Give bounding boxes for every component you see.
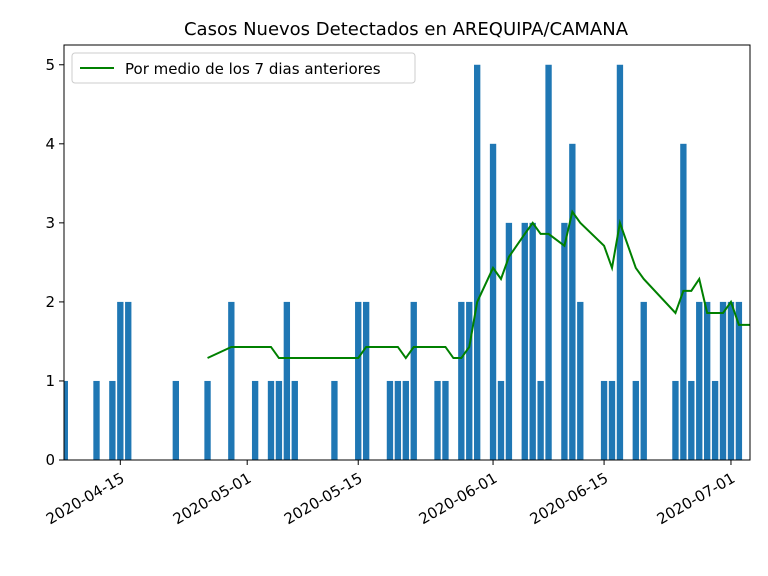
bars-group: [64, 64, 743, 460]
bar: [569, 143, 576, 460]
y-axis: 0 1 2 3 4 5: [45, 56, 64, 469]
plot-frame: [63, 44, 751, 461]
x-axis: 2020-04-15 2020-05-01 2020-05-15 2020-06-01…: [43, 460, 738, 528]
bar: [672, 380, 679, 460]
y-tick-label: 4: [45, 135, 55, 153]
bar: [608, 380, 616, 460]
x-tick-label: 2020-04-15: [43, 469, 128, 528]
bar: [386, 380, 394, 460]
bar: [489, 143, 497, 460]
bar: [93, 380, 100, 460]
x-tick-label: 2020-06-15: [527, 469, 612, 528]
x-tick-label: 2020-07-01: [654, 469, 739, 528]
chart-title: Casos Nuevos Detectados en AREQUIPA/CAMA…: [184, 19, 629, 40]
bar: [275, 380, 283, 460]
bar: [537, 380, 544, 460]
y-tick-label: 3: [45, 214, 55, 232]
bar: [283, 301, 291, 460]
bar: [64, 380, 68, 460]
legend-label: Por medio de los 7 dias anteriores: [125, 60, 381, 78]
bar: [172, 380, 179, 460]
y-tick-label: 2: [45, 293, 55, 311]
bar: [616, 64, 624, 460]
x-tick-label: 2020-05-15: [281, 469, 366, 528]
bar: [545, 64, 552, 460]
bar: [331, 380, 338, 460]
legend: Por medio de los 7 dias anteriores: [71, 52, 416, 84]
bar: [458, 301, 465, 460]
bar: [394, 380, 402, 460]
bar: [474, 64, 481, 460]
legend-box: [71, 52, 416, 84]
bar: [410, 301, 417, 460]
bar: [529, 222, 536, 460]
bar: [434, 380, 441, 460]
bar: [402, 380, 409, 460]
bar: [362, 301, 370, 460]
bar: [735, 301, 743, 460]
bar: [125, 301, 132, 460]
bar: [640, 301, 647, 460]
bar: [704, 301, 711, 460]
bar: [291, 380, 298, 460]
bar: [505, 222, 513, 460]
bar: [109, 380, 116, 460]
bar: [251, 380, 259, 460]
bar: [267, 380, 275, 460]
bar: [204, 380, 211, 460]
bar: [711, 380, 719, 460]
bar: [632, 380, 639, 460]
y-tick-label: 0: [45, 451, 55, 469]
bar: [680, 143, 687, 460]
bar: [466, 301, 473, 460]
y-tick-label: 5: [45, 56, 55, 74]
bar: [577, 301, 584, 460]
bar: [688, 380, 695, 460]
bar: [497, 380, 505, 460]
bar: [727, 301, 735, 460]
bar: [600, 380, 608, 460]
bar: [355, 301, 362, 460]
y-tick-label: 1: [45, 372, 55, 390]
bar: [117, 301, 124, 460]
bar: [442, 380, 449, 460]
bar: [696, 301, 703, 460]
bar: [719, 301, 727, 460]
bar: [521, 222, 528, 460]
bar: [561, 222, 568, 460]
x-tick-label: 2020-05-01: [170, 469, 255, 528]
moving-average-line: [207, 209, 750, 360]
bar: [228, 301, 235, 460]
x-tick-label: 2020-06-01: [416, 469, 501, 528]
